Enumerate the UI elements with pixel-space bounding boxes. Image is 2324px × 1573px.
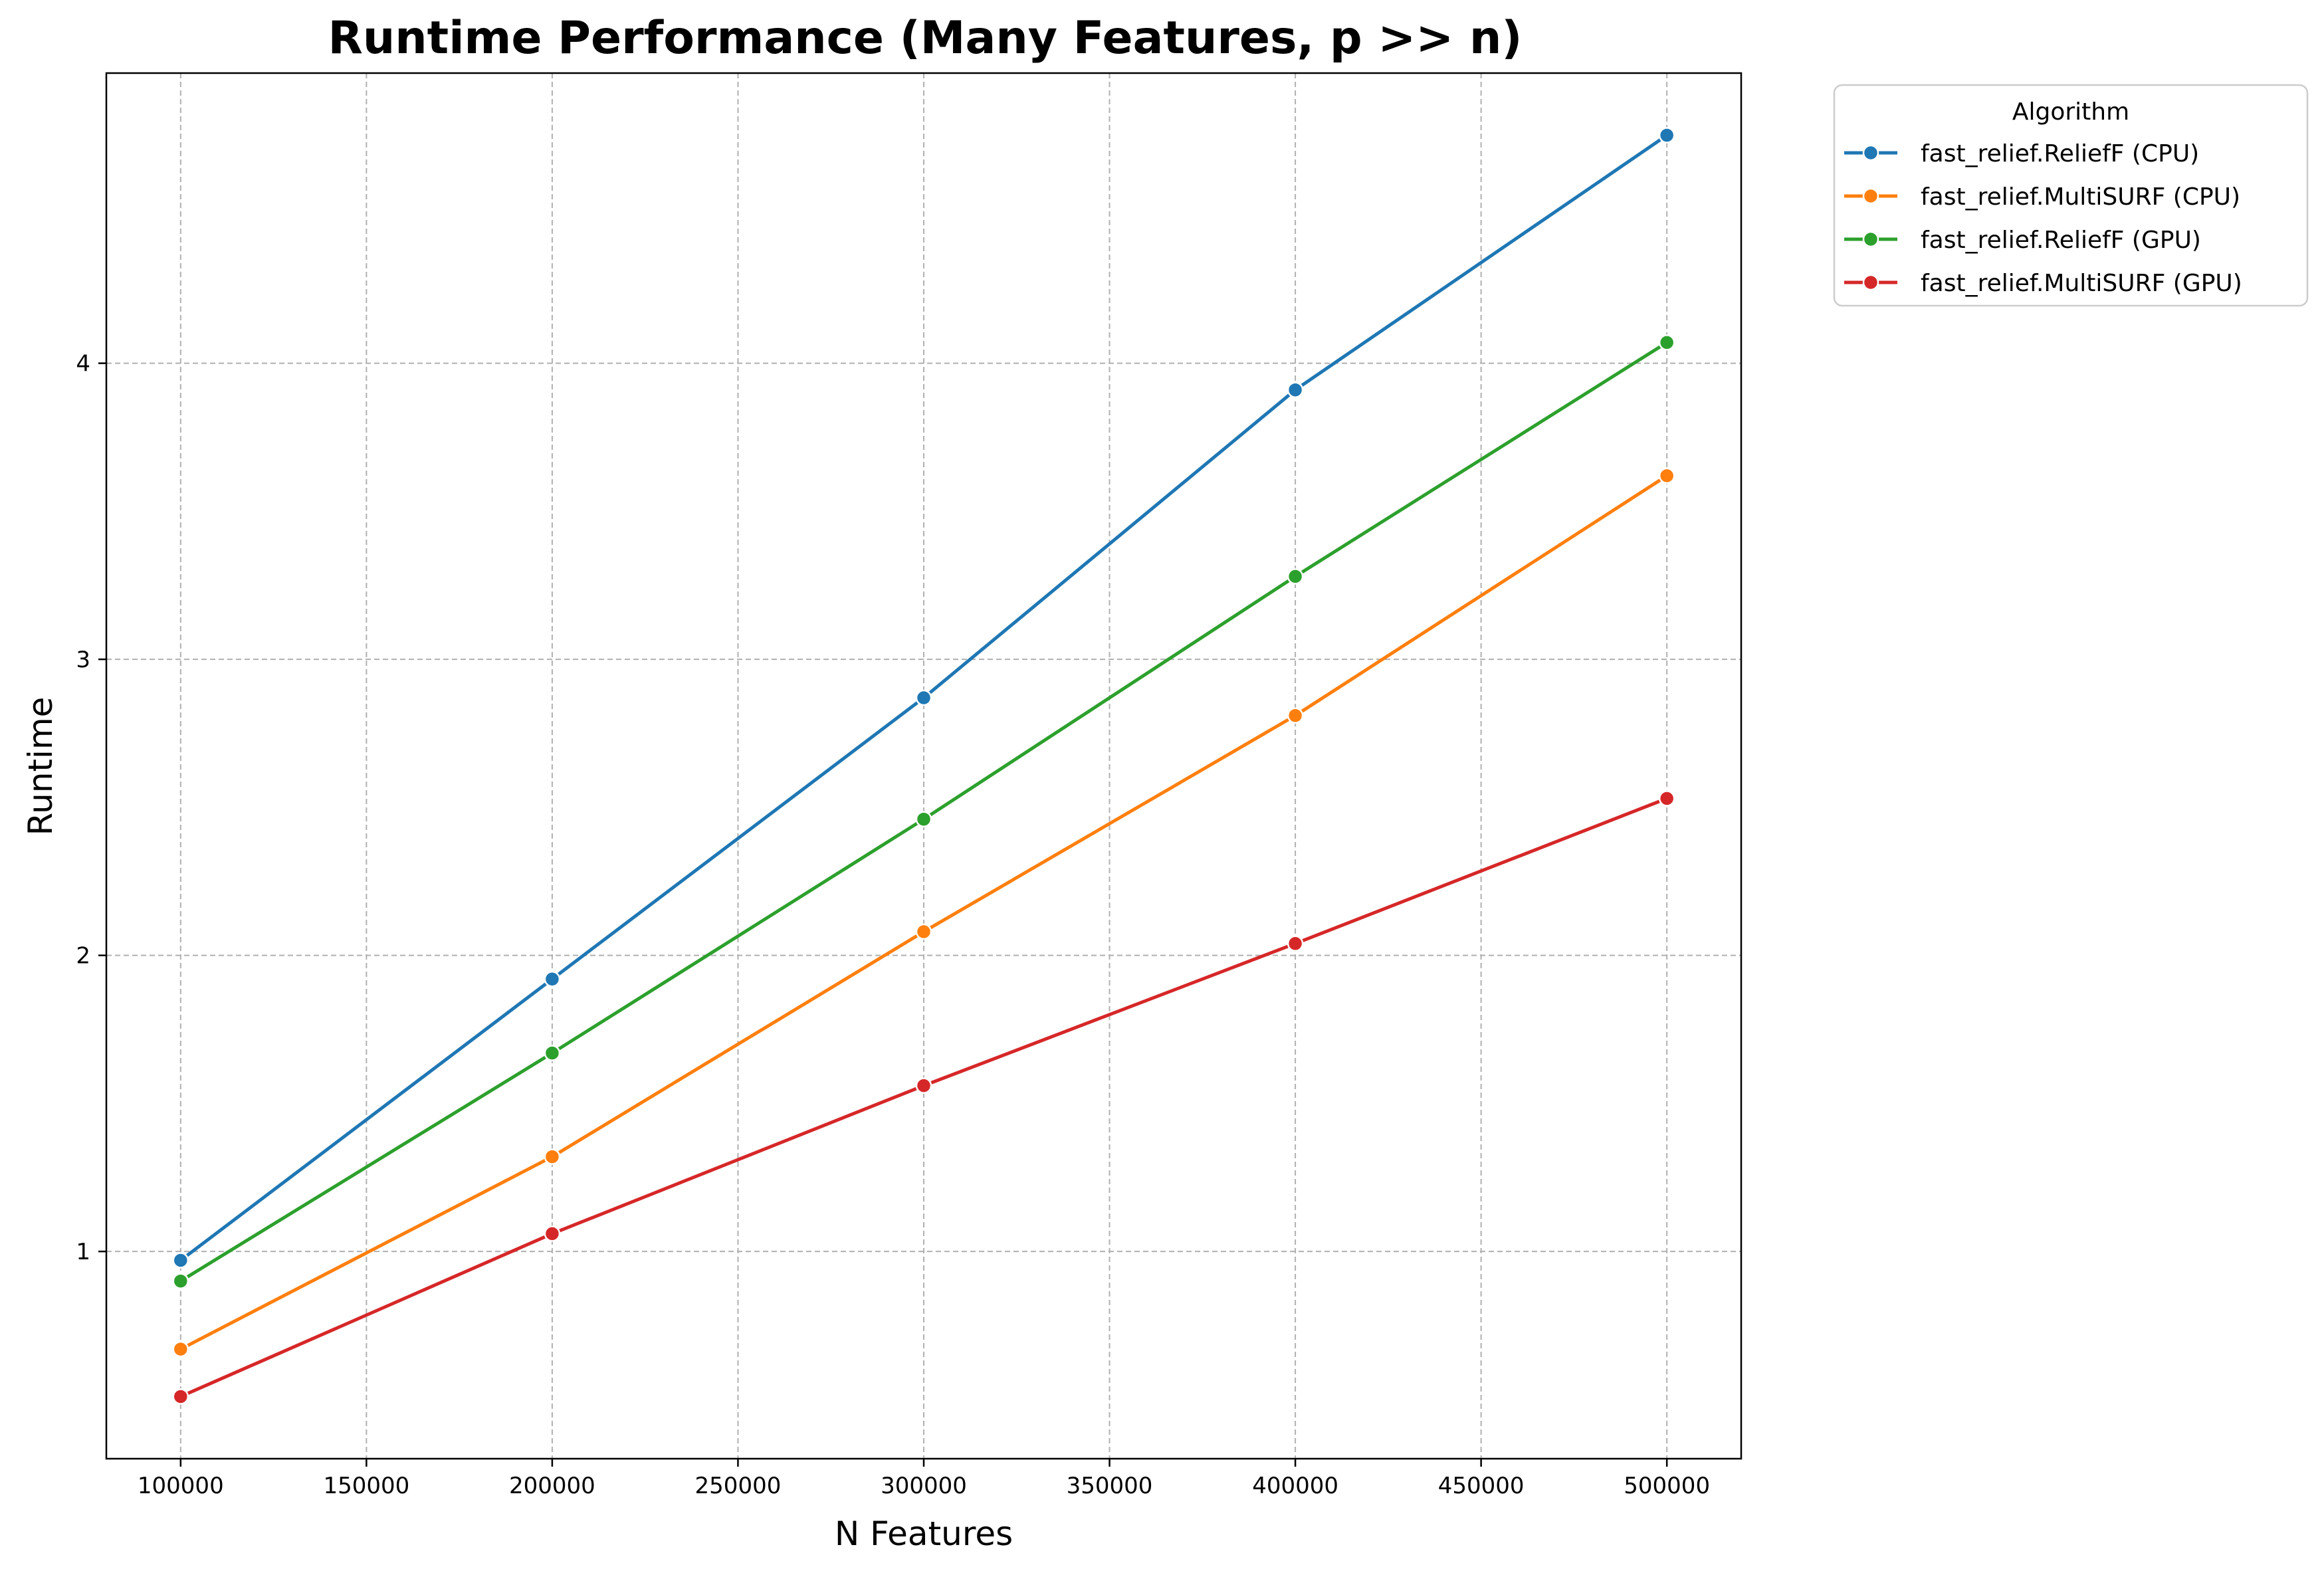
data-point	[1287, 707, 1304, 724]
data-point	[1658, 127, 1675, 144]
data-point	[544, 1045, 561, 1061]
data-point	[1287, 568, 1304, 585]
legend-marker	[1862, 231, 1879, 248]
legend-label: fast_relief.MultiSURF (GPU)	[1921, 270, 2242, 297]
grid	[106, 73, 1741, 1459]
x-axis-label: N Features	[835, 1515, 1013, 1553]
y-tick-label: 3	[76, 647, 90, 673]
legend-label: fast_relief.MultiSURF (CPU)	[1921, 183, 2240, 211]
y-axis-label: Runtime	[21, 697, 60, 836]
y-tick-label: 1	[76, 1239, 90, 1265]
x-tick-label: 200000	[509, 1473, 595, 1499]
legend-label: fast_relief.ReliefF (CPU)	[1921, 140, 2199, 167]
data-point	[1658, 790, 1675, 807]
x-tick-label: 400000	[1252, 1473, 1338, 1499]
series-3	[172, 790, 1675, 1405]
x-tick-label: 450000	[1438, 1473, 1525, 1499]
data-point	[915, 689, 932, 706]
legend-marker	[1862, 187, 1879, 205]
legend-entries: fast_relief.ReliefF (CPU) fast_relief.Mul…	[1844, 140, 2242, 297]
data-point	[915, 923, 932, 940]
series-layer	[172, 127, 1675, 1405]
data-point	[544, 1148, 561, 1165]
legend-marker	[1862, 144, 1879, 161]
data-point	[544, 1225, 561, 1242]
chart-title: Runtime Performance (Many Features, p >>…	[328, 12, 1523, 64]
x-tick-label: 350000	[1067, 1473, 1153, 1499]
data-point	[1658, 334, 1675, 351]
data-point	[172, 1273, 189, 1289]
data-point	[544, 971, 561, 988]
y-axis: 1 2 3 4	[76, 351, 106, 1265]
legend-label: fast_relief.ReliefF (GPU)	[1921, 227, 2201, 254]
legend-item: fast_relief.ReliefF (CPU)	[1844, 140, 2199, 167]
x-tick-label: 500000	[1624, 1473, 1710, 1499]
x-tick-label: 100000	[138, 1473, 224, 1499]
y-tick-label: 2	[76, 943, 90, 970]
x-tick-label: 150000	[323, 1473, 409, 1499]
x-tick-label: 250000	[695, 1473, 782, 1499]
legend-item: fast_relief.MultiSURF (CPU)	[1844, 183, 2240, 211]
data-point	[1287, 935, 1304, 952]
y-tick-label: 4	[76, 351, 90, 377]
data-point	[172, 1388, 189, 1405]
series-1	[172, 467, 1675, 1358]
legend-marker	[1862, 274, 1879, 291]
data-point	[915, 811, 932, 827]
legend-item: fast_relief.MultiSURF (GPU)	[1844, 270, 2242, 297]
data-point	[1658, 467, 1675, 484]
x-tick-label: 300000	[881, 1473, 967, 1499]
data-point	[172, 1252, 189, 1269]
data-point	[1287, 381, 1304, 398]
legend-item: fast_relief.ReliefF (GPU)	[1844, 227, 2201, 254]
series-2	[172, 334, 1675, 1289]
legend-frame	[1833, 84, 2309, 307]
data-point	[915, 1077, 932, 1094]
x-axis: 100000 150000 200000 250000 300000 350000 4000…	[138, 1459, 1710, 1499]
legend-title: Algorithm	[2012, 98, 2129, 126]
series-0	[172, 127, 1675, 1269]
data-point	[172, 1340, 189, 1358]
legend: Algorithm fast_relief.ReliefF (CPU)fast_…	[1833, 84, 2309, 307]
